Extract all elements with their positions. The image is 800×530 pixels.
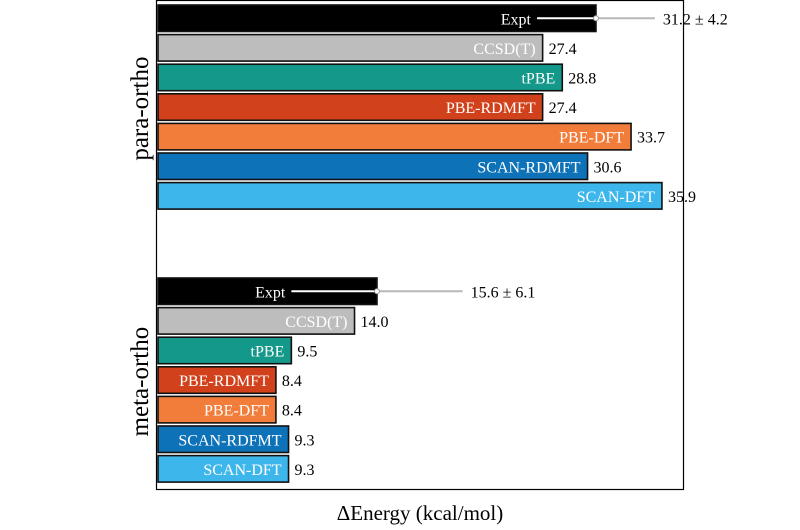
value-label-para-ortho-pbe-rdmft: 27.4	[549, 100, 577, 117]
value-label-meta-ortho-expt: 15.6 ± 6.1	[471, 284, 536, 301]
bar-para-ortho-pbe-dft	[157, 122, 632, 151]
bars-layer: para-ortho Expt 31.2 ± 4.2 CCSD(T) 27.4 tPBE 2…	[127, 4, 728, 483]
bar-label-para-ortho-expt: Expt	[501, 11, 532, 28]
bar-label-para-ortho-scan-rdmft: SCAN-RDMFT	[477, 159, 580, 176]
bar-meta-ortho-scan-rdfmt	[157, 425, 290, 454]
value-label-meta-ortho-scan-rdfmt: 9.3	[295, 432, 315, 449]
group-label-para-ortho: para-ortho	[127, 57, 154, 161]
bar-meta-ortho-pbe-rdmft	[157, 365, 277, 395]
bar-label-meta-ortho-scan-dft: SCAN-DFT	[203, 462, 281, 479]
bar-label-meta-ortho-pbe-rdmft: PBE-RDMFT	[179, 373, 269, 390]
error-bar-center-meta-ortho-expt	[373, 288, 380, 295]
x-axis-label: ΔEnergy (kcal/mol)	[337, 501, 503, 525]
bar-para-ortho-ccsd-t	[157, 33, 544, 62]
bar-para-ortho-scan-dft	[157, 181, 663, 210]
bar-label-para-ortho-ccsd-t: CCSD(T)	[473, 41, 535, 58]
group-label-meta-ortho: meta-ortho	[127, 327, 154, 437]
bar-label-meta-ortho-expt: Expt	[255, 284, 286, 301]
bar-label-meta-ortho-pbe-dft: PBE-DFT	[204, 403, 269, 420]
bar-label-para-ortho-scan-dft: SCAN-DFT	[577, 189, 655, 206]
value-label-meta-ortho-pbe-dft: 8.4	[282, 403, 302, 420]
bar-meta-ortho-tpbe	[157, 336, 293, 365]
value-label-meta-ortho-tpbe: 9.5	[297, 343, 317, 360]
bar-para-ortho-expt	[157, 4, 597, 33]
bar-meta-ortho-expt	[157, 277, 378, 306]
bar-para-ortho-pbe-rdmft	[157, 93, 544, 122]
value-label-para-ortho-pbe-dft: 33.7	[637, 130, 665, 147]
bar-meta-ortho-scan-dft	[157, 454, 290, 483]
value-label-para-ortho-scan-rdmft: 30.6	[594, 159, 622, 176]
value-label-para-ortho-tpbe: 28.8	[568, 70, 596, 87]
plot-frame	[155, 0, 685, 491]
bar-meta-ortho-ccsd-t	[157, 306, 356, 335]
bar-label-meta-ortho-ccsd-t: CCSD(T)	[285, 314, 347, 331]
value-label-para-ortho-scan-dft: 35.9	[668, 189, 696, 206]
bar-label-para-ortho-pbe-dft: PBE-DFT	[559, 130, 624, 147]
value-label-para-ortho-ccsd-t: 27.4	[549, 41, 577, 58]
bar-label-meta-ortho-scan-rdfmt: SCAN-RDFMT	[178, 432, 281, 449]
value-label-meta-ortho-ccsd-t: 14.0	[361, 314, 389, 331]
error-bar-center-para-ortho-expt	[592, 15, 599, 22]
bar-para-ortho-scan-rdmft	[157, 152, 589, 181]
value-label-meta-ortho-pbe-rdmft: 8.4	[282, 373, 302, 390]
bar-meta-ortho-pbe-dft	[157, 395, 277, 424]
bar-label-para-ortho-tpbe: tPBE	[521, 70, 555, 87]
bar-label-para-ortho-pbe-rdmft: PBE-RDMFT	[446, 100, 536, 117]
value-label-meta-ortho-scan-dft: 9.3	[295, 462, 315, 479]
bar-label-meta-ortho-tpbe: tPBE	[251, 343, 285, 360]
bar-para-ortho-tpbe	[157, 63, 564, 92]
value-label-para-ortho-expt: 31.2 ± 4.2	[663, 11, 728, 28]
